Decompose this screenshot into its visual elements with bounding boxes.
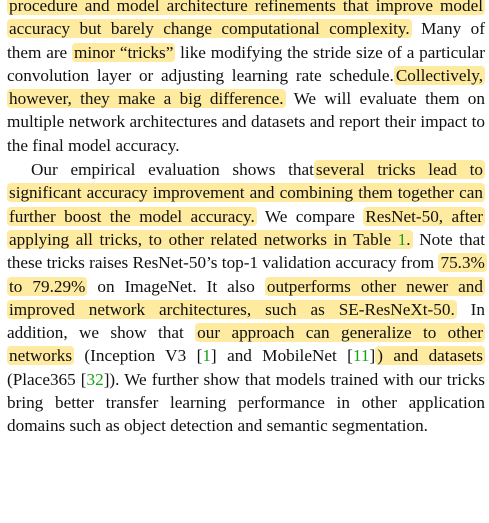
text-run: ]: [369, 346, 376, 366]
citation-mobilenet-link[interactable]: 11: [352, 346, 370, 366]
text-run: In addition, we show that: [7, 299, 485, 343]
highlight-resnet-period: .: [406, 229, 411, 249]
text-run: Note that these tricks raises ResNet-50’…: [7, 229, 485, 273]
citation-inception-link[interactable]: 1: [202, 346, 211, 366]
text-run: Many of them are: [7, 19, 485, 62]
text-run: Our empirical evaluation shows that: [31, 160, 314, 180]
text-run: ] and MobileNet [: [210, 346, 353, 366]
paragraph-evaluation: Our empirical evaluation shows that sever…: [7, 158, 487, 438]
text-run: (Place365 [: [7, 369, 87, 389]
paragraph-intro: procedure and model architecture refinem…: [7, 0, 485, 157]
highlight-refinements: procedure and model architecture refinem…: [7, 0, 485, 39]
highlight-minor-tricks: minor “tricks”: [72, 42, 176, 62]
text-run: (Inception V3 [: [74, 346, 203, 366]
text-run: on ImageNet. It also: [87, 276, 265, 296]
citation-place365-link[interactable]: 32: [86, 369, 104, 389]
highlight-resnet-text: ResNet-50, after applying all tricks, to…: [9, 206, 483, 249]
text-run: like modifying the stride size of a part…: [7, 42, 485, 85]
highlight-datasets: ) and datasets: [375, 346, 485, 366]
table-ref-link[interactable]: 1: [397, 229, 407, 249]
text-run: We compare: [256, 206, 364, 226]
text-run: We will evaluate them on multiple networ…: [7, 89, 485, 155]
text-run: ]). We further show that models trained …: [7, 369, 485, 436]
